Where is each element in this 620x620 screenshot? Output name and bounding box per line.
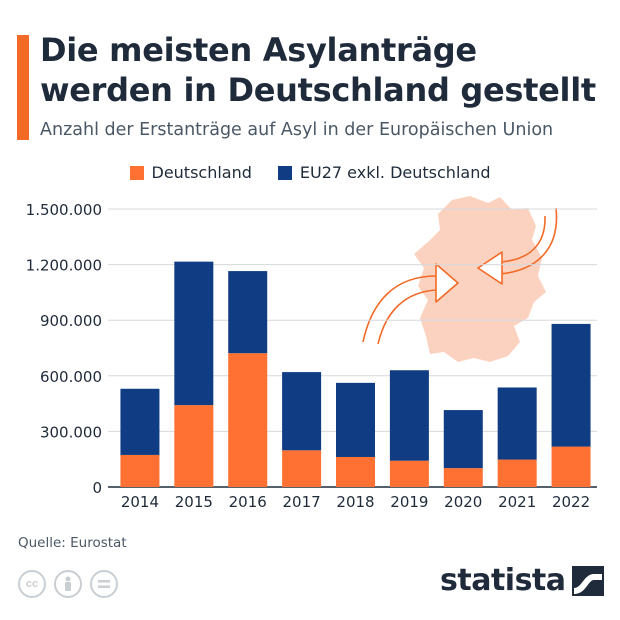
x-tick-label: 2015 [175,493,213,511]
x-tick-label: 2017 [283,493,321,511]
x-tick-label: 2018 [336,493,374,511]
title-accent-bar [17,35,29,140]
bar-eu27 [389,370,429,461]
chart-title: Die meisten Asylanträge werden in Deutsc… [40,31,596,109]
equals-icon[interactable] [90,570,118,598]
x-tick-label: 2014 [121,493,159,511]
x-tick-label: 2019 [390,493,428,511]
legend-label-deutschland: Deutschland [151,163,252,182]
bar-eu27 [443,410,483,469]
bar-eu27 [120,388,160,455]
bar-eu27 [174,261,214,406]
bar-eu27 [228,271,268,354]
bar-deutschland [336,456,375,487]
x-tick-label: 2016 [229,493,267,511]
legend-label-eu27: EU27 exkl. Deutschland [299,163,491,182]
bar-deutschland [443,468,483,487]
y-tick-label: 300.000 [40,423,102,441]
source-note: Quelle: Eurostat [18,535,127,551]
person-icon[interactable] [54,570,82,598]
bar-deutschland [120,454,160,487]
x-tick-label: 2020 [444,493,482,511]
bar-eu27 [282,372,322,451]
x-tick-label: 2021 [498,493,536,511]
y-tick-label: 1.500.000 [26,201,102,219]
legend-swatch-deutschland [129,165,144,180]
legend: Deutschland EU27 exkl. Deutschland [0,163,620,182]
bar-deutschland [551,446,591,487]
x-tick-label: 2022 [552,493,590,511]
y-tick-label: 600.000 [40,368,102,386]
statista-mark-icon [571,565,604,596]
cc-icon[interactable]: cc [18,570,46,598]
bar-eu27 [551,323,591,447]
legend-item-eu27: EU27 exkl. Deutschland [277,163,491,182]
legend-item-deutschland: Deutschland [129,163,252,182]
bar-deutschland [228,353,268,487]
y-tick-label: 900.000 [40,312,102,330]
y-tick-label: 1.200.000 [26,257,102,275]
bar-deutschland [389,460,429,487]
bar-deutschland [174,405,214,487]
germany-map-icon [362,196,558,362]
bar-eu27 [336,382,375,457]
license-icons: cc [18,570,118,598]
statista-logo[interactable]: statista [440,563,604,598]
brand-name: statista [440,563,566,598]
y-tick-label: 0 [92,479,102,497]
bar-deutschland [282,450,322,487]
bar-eu27 [497,387,537,460]
bar-deutschland [497,459,537,487]
chart-subtitle: Anzahl der Erstanträge auf Asyl in der E… [40,120,554,140]
legend-swatch-eu27 [277,165,292,180]
